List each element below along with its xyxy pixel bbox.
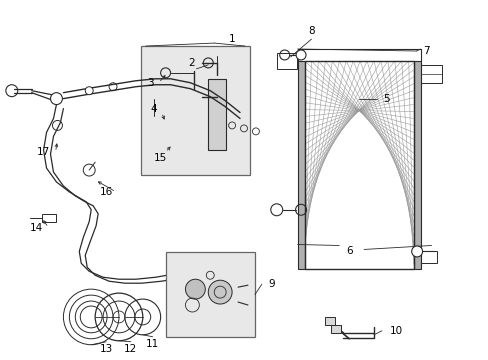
Bar xyxy=(420,65,442,83)
Ellipse shape xyxy=(208,147,225,154)
Bar xyxy=(304,61,413,269)
Circle shape xyxy=(185,279,205,299)
Text: 6: 6 xyxy=(345,247,352,256)
Bar xyxy=(325,317,335,325)
Ellipse shape xyxy=(174,271,245,323)
Bar xyxy=(420,251,436,264)
Bar xyxy=(165,252,254,337)
Text: 8: 8 xyxy=(307,26,314,36)
Circle shape xyxy=(208,280,232,304)
Text: 11: 11 xyxy=(146,339,159,349)
Text: 4: 4 xyxy=(150,104,157,113)
Text: 2: 2 xyxy=(188,58,194,68)
Text: 7: 7 xyxy=(423,46,429,56)
Text: 9: 9 xyxy=(268,279,275,289)
Bar xyxy=(41,214,56,222)
Circle shape xyxy=(411,246,422,257)
Circle shape xyxy=(85,87,93,95)
Text: 15: 15 xyxy=(154,153,167,163)
Text: 3: 3 xyxy=(147,78,154,88)
Text: 10: 10 xyxy=(389,326,403,336)
Text: 16: 16 xyxy=(99,187,112,197)
Text: 12: 12 xyxy=(124,344,137,354)
Circle shape xyxy=(50,93,62,105)
Bar xyxy=(141,46,249,175)
Text: 13: 13 xyxy=(99,344,112,354)
Bar xyxy=(208,79,225,150)
Text: 5: 5 xyxy=(383,94,389,104)
Ellipse shape xyxy=(208,75,225,82)
Text: 14: 14 xyxy=(30,222,43,233)
Text: 1: 1 xyxy=(228,34,235,44)
Circle shape xyxy=(296,50,305,60)
Bar xyxy=(331,325,341,333)
Bar xyxy=(297,61,304,269)
Text: 17: 17 xyxy=(37,147,50,157)
Bar xyxy=(413,61,420,269)
Bar xyxy=(276,53,296,69)
